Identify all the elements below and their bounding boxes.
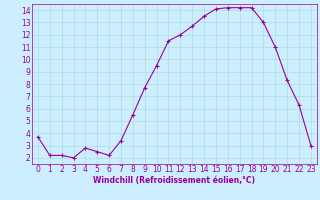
X-axis label: Windchill (Refroidissement éolien,°C): Windchill (Refroidissement éolien,°C) [93,176,255,185]
